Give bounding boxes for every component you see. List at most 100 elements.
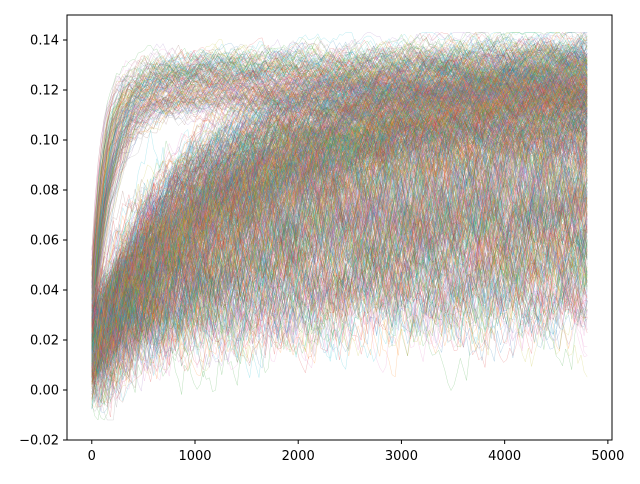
series-line <box>91 69 588 344</box>
series-line <box>91 93 588 347</box>
series-line <box>91 59 588 371</box>
series-line <box>91 92 588 352</box>
series-line <box>91 51 588 349</box>
series-line <box>91 88 588 350</box>
series-line <box>91 83 588 357</box>
series-line <box>91 118 588 320</box>
series-line <box>91 60 588 344</box>
series-line <box>91 65 588 305</box>
series-line <box>91 101 588 360</box>
series-line <box>91 53 588 266</box>
series-line <box>91 87 588 349</box>
series-line <box>91 57 588 366</box>
series-line <box>91 60 588 354</box>
series-line <box>91 46 588 311</box>
series-line <box>91 54 588 340</box>
series-line <box>91 50 588 340</box>
series-line <box>91 63 588 331</box>
series-line <box>91 49 588 342</box>
series-line <box>91 76 588 288</box>
series-line <box>91 49 588 350</box>
series-line <box>91 89 588 338</box>
series-line <box>91 94 588 359</box>
series-line <box>91 83 588 350</box>
x-tick-label: 0 <box>88 449 96 464</box>
series-line <box>91 75 588 301</box>
series-lines <box>91 31 588 421</box>
series-line <box>91 72 588 309</box>
series-line <box>91 43 588 321</box>
series-line <box>91 81 588 301</box>
series-line <box>91 59 588 375</box>
series-line <box>91 67 588 319</box>
series-line <box>91 123 588 366</box>
series-line <box>91 90 588 375</box>
series-line <box>91 57 588 311</box>
series-line <box>91 68 588 357</box>
series-line <box>91 40 588 334</box>
series-line <box>91 86 588 363</box>
series-line <box>91 94 588 355</box>
series-line <box>91 77 588 345</box>
series-line <box>91 44 588 382</box>
series-line <box>91 95 588 355</box>
series-line <box>91 74 588 341</box>
series-line <box>91 119 588 356</box>
series-line <box>91 122 588 328</box>
series-line <box>91 39 588 309</box>
series-line <box>91 58 588 310</box>
series-line <box>91 130 588 356</box>
y-tick-label: 0.08 <box>30 184 59 199</box>
series-line <box>91 84 588 317</box>
series-line <box>91 87 588 318</box>
series-line <box>91 80 588 299</box>
series-line <box>91 87 588 291</box>
y-tick-label: 0.04 <box>30 284 59 299</box>
series-line <box>91 47 588 267</box>
series-line <box>91 57 588 355</box>
series-line <box>91 50 588 334</box>
series-line <box>91 32 588 348</box>
series-line <box>91 108 588 342</box>
series-line <box>91 50 588 316</box>
series-line <box>91 77 588 320</box>
series-line <box>91 32 588 365</box>
x-tick-label: 5000 <box>591 449 624 464</box>
series-line <box>91 42 588 296</box>
series-line <box>91 43 588 358</box>
series-line <box>91 80 588 340</box>
series-line <box>91 86 588 365</box>
series-line <box>91 71 588 264</box>
series-line <box>91 131 588 348</box>
series-line <box>91 80 588 283</box>
series-line <box>91 92 588 333</box>
series-line <box>91 49 588 362</box>
series-line <box>91 86 588 329</box>
series-line <box>91 113 588 374</box>
series-line <box>91 85 588 337</box>
series-line <box>91 75 588 361</box>
series-line <box>91 40 588 344</box>
series-line <box>91 90 588 338</box>
series-line <box>91 45 588 384</box>
series-line <box>91 38 588 266</box>
series-line <box>91 59 588 328</box>
series-line <box>91 57 588 376</box>
series-line <box>91 70 588 302</box>
series-line <box>91 110 588 335</box>
series-line <box>91 92 588 369</box>
series-line <box>91 95 588 370</box>
series-line <box>91 110 588 347</box>
series-line <box>91 72 588 297</box>
x-axis: 0 1000 2000 3000 4000 5000 <box>88 440 624 464</box>
series-line <box>91 107 588 332</box>
series-line <box>91 125 588 372</box>
series-line <box>91 81 588 370</box>
series-line <box>91 103 588 351</box>
series-line <box>91 59 588 265</box>
series-line <box>91 52 588 341</box>
series-line <box>91 73 588 328</box>
series-line <box>91 121 588 356</box>
series-line <box>91 52 588 371</box>
